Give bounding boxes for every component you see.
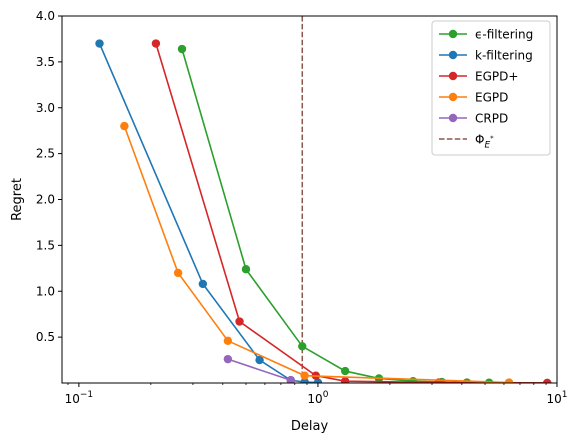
data-point [286,376,295,383]
legend-marker [448,29,458,39]
data-point [340,366,350,376]
data-point [241,265,251,274]
legend-item: EGPD+ [439,70,518,84]
data-point [300,371,309,380]
series-EGPD [120,121,514,383]
legend-item: k-filtering [439,49,533,63]
x-tick-label: 10−1 [65,390,94,406]
data-point [198,279,208,289]
y-tick-label: 2.5 [36,147,55,161]
legend-marker [448,71,458,81]
data-point [340,376,350,383]
data-point [298,342,307,351]
y-tick-label: 3.5 [36,55,55,69]
data-point [223,336,233,345]
legend-label: EGPD [475,91,508,105]
y-tick-label: 4.0 [36,9,55,23]
series-line [227,358,292,382]
legend-item: CRPD [439,112,508,126]
legend-marker [448,92,458,102]
series-group [95,39,552,383]
data-point [235,317,244,326]
legend-item: ϵ-filtering [439,28,533,42]
data-point [95,39,104,48]
data-point [151,39,161,48]
x-tick-label: 101 [546,390,567,406]
x-axis-label: Delay [291,419,329,434]
legend-marker [448,50,458,60]
data-point [543,378,552,383]
data-point [504,378,514,383]
data-point [223,354,233,364]
y-tick-label: 1.0 [36,284,55,298]
y-axis-ticks: 0.5 1.0 1.5 2.0 2.5 3.0 3.5 4.0 [36,9,62,344]
legend: ϵ-filtering k-filtering EGPD+ EGPD CRPD ΦE* [431,20,551,156]
y-axis-label: Regret [10,178,25,221]
legend-item: EGPD [439,91,508,105]
y-tick-label: 3.0 [36,101,55,115]
data-point [120,121,129,131]
legend-label: k-filtering [475,49,533,63]
y-tick-label: 0.5 [36,330,55,344]
data-point [173,268,183,278]
y-tick-label: 2.0 [36,193,55,207]
x-axis-ticks: 10−1 100 101 [65,383,568,406]
data-point [255,355,264,365]
legend-label: ΦE* [475,133,494,151]
x-tick-label: 100 [307,390,328,406]
legend-label: EGPD+ [475,70,518,84]
legend-label: CRPD [475,112,508,126]
legend-label: ϵ-filtering [475,28,533,42]
legend-item: ΦE* [439,133,494,151]
legend-marker [448,113,458,123]
data-point [177,44,187,54]
series-CRPD [223,354,295,383]
y-tick-label: 1.5 [36,238,55,252]
